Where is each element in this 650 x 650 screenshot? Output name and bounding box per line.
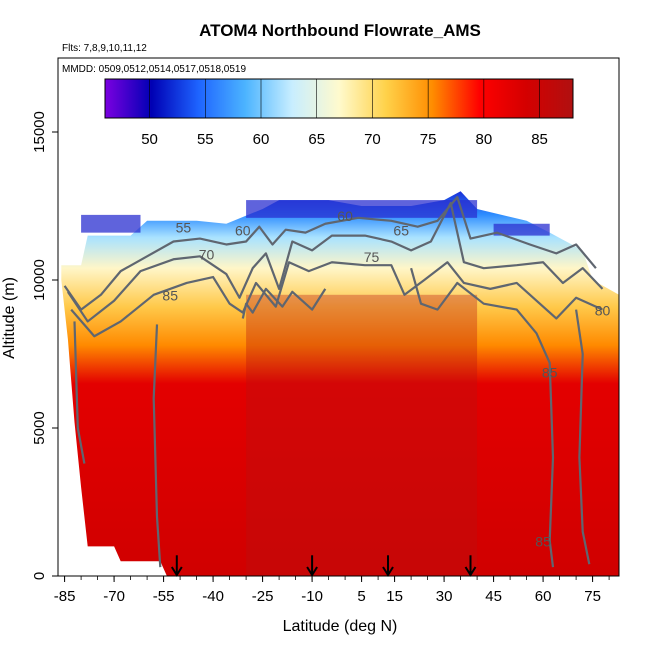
low-flow-strip: [81, 214, 141, 233]
x-tick-label: 75: [584, 588, 601, 605]
colorbar-tick-label: 50: [141, 131, 158, 148]
colorbar-tick-label: 65: [308, 131, 325, 148]
contour-label: 75: [364, 249, 380, 265]
flights-subtitle: Flts: 7,8,9,10,11,12: [62, 43, 147, 54]
x-axis-label: Latitude (deg N): [283, 618, 398, 635]
contour-label: 85: [542, 365, 558, 381]
profile-arrow: [306, 555, 318, 577]
y-tick-label: 15000: [31, 111, 48, 153]
profile-arrows: [170, 555, 477, 577]
contour-label: 85: [535, 533, 551, 549]
contour-60: [63, 196, 597, 311]
plot-frame: [57, 57, 620, 577]
chart-title: ATOM4 Northbound Flowrate_AMS: [199, 21, 481, 40]
x-tick-label: -40: [202, 588, 224, 605]
contour-label: 60: [337, 208, 353, 224]
colorbar: 50 55 60 65 70 75 80 85: [104, 78, 574, 148]
y-tick-label: 10000: [31, 259, 48, 301]
contour-80: [70, 261, 603, 338]
profile-arrow: [170, 555, 183, 577]
x-tick-label: -25: [252, 588, 274, 605]
colorbar-tick-label: 60: [253, 131, 270, 148]
profile-arrow: [382, 555, 394, 577]
contour-labels: 55 60 70 85 60 65 75 85 85 80: [162, 208, 610, 550]
x-tick-label: 30: [436, 588, 453, 605]
x-tick-label: -70: [103, 588, 125, 605]
y-axis: 0 5000 10000 15000: [31, 111, 58, 580]
contour-label: 80: [595, 303, 611, 319]
dates-subtitle: MMDD: 0509,0512,0514,0517,0518,0519: [62, 64, 246, 75]
contour-label: 70: [199, 246, 215, 262]
colorbar-tick-label: 55: [197, 131, 214, 148]
x-tick-label: 60: [535, 588, 552, 605]
y-tick-label: 5000: [31, 411, 48, 444]
contour-label: 65: [393, 223, 409, 239]
x-tick-label: -85: [54, 588, 76, 605]
colorbar-bar: [104, 78, 574, 119]
y-axis-label: Altitude (m): [1, 277, 18, 359]
contour-label: 60: [235, 223, 251, 239]
contour-85-west: [73, 321, 86, 464]
x-tick-label: -10: [301, 588, 323, 605]
contour-70: [66, 201, 604, 323]
flowrate-field: [61, 191, 619, 576]
contour-label: 55: [176, 220, 192, 236]
contour-85-far: [575, 309, 591, 565]
x-axis: -85 -70 -55 -40 -25 -10 5 15 30 45 60 75: [54, 576, 610, 605]
contour-85-mid: [241, 287, 327, 319]
x-tick-label: 5: [357, 588, 365, 605]
colorbar-tick-label: 75: [420, 131, 437, 148]
contour-85-east: [410, 267, 555, 568]
contour-85-south: [152, 324, 162, 568]
colorbar-tick-label: 80: [476, 131, 493, 148]
x-tick-label: -55: [153, 588, 175, 605]
colorbar-tick-label: 85: [531, 131, 548, 148]
contour-label: 85: [162, 288, 178, 304]
x-tick-label: 45: [485, 588, 502, 605]
y-tick-label: 0: [31, 572, 48, 580]
low-flow-strip: [493, 223, 550, 236]
x-tick-label: 15: [386, 588, 403, 605]
dark-core-band: [246, 294, 478, 576]
profile-arrow: [464, 555, 477, 577]
colorbar-tick-label: 70: [364, 131, 381, 148]
contour-lines: [63, 196, 604, 568]
low-flow-strip: [246, 200, 478, 218]
